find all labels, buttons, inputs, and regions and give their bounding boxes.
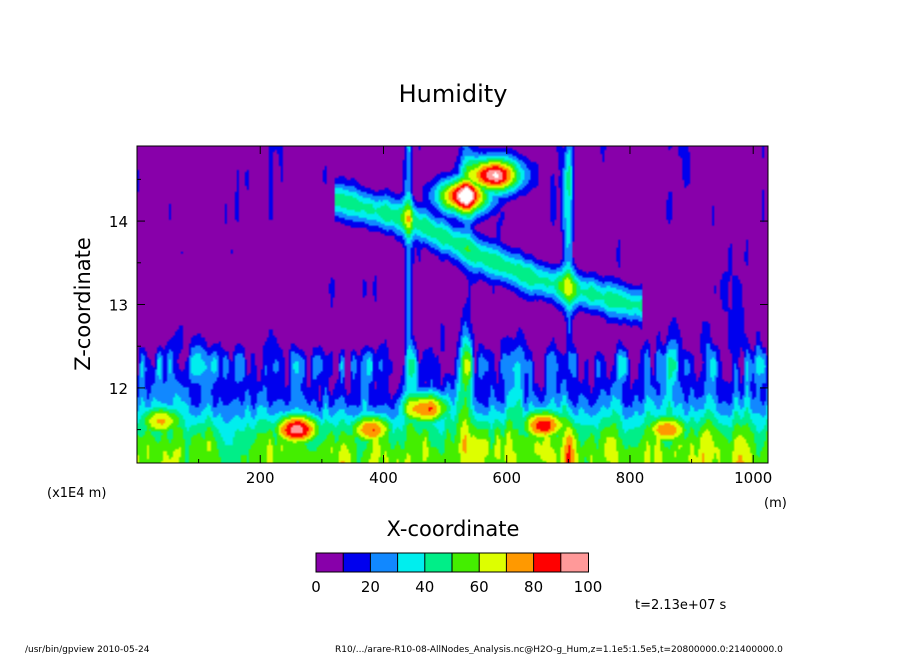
x-axis-label: X-coordinate (387, 517, 520, 541)
colorbar-swatch (451, 552, 481, 573)
colorbar-tick-label: 100 (574, 578, 603, 596)
plot-area (136, 145, 769, 464)
x-unit-label: (m) (764, 496, 787, 511)
colorbar-swatch (369, 552, 399, 573)
x-axis: 200 400 600 800 1000 (198, 146, 772, 487)
x-tick-label: 400 (369, 469, 398, 487)
colorbar-swatch (342, 552, 372, 573)
colorbar-tick-label: 20 (361, 578, 380, 596)
y-tick-label: 12 (109, 380, 128, 398)
x-tick-label: 1000 (734, 469, 772, 487)
colorbar-tick-label: 0 (311, 578, 321, 596)
colorbar-tick-label: 40 (415, 578, 434, 596)
colorbar-swatch (533, 552, 562, 573)
footer-left: /usr/bin/gpview 2010-05-24 (25, 645, 150, 654)
x-tick-label: 800 (616, 469, 645, 487)
colorbar-swatch (424, 552, 453, 573)
y-axis-label: Z-coordinate (71, 237, 95, 371)
colorbar-swatch (397, 552, 426, 573)
colorbar-tick-label: 80 (524, 578, 543, 596)
y-tick-label: 14 (109, 213, 128, 231)
x-tick-label: 200 (246, 469, 275, 487)
y-axis: 12 13 14 (109, 178, 768, 431)
chart-title: Humidity (399, 80, 508, 108)
time-annotation: t=2.13e+07 s (635, 598, 727, 613)
x-tick-label: 600 (492, 469, 521, 487)
y-unit-label: (x1E4 m) (47, 486, 106, 501)
colorbar: 0 20 40 60 80 100 (311, 552, 603, 596)
footer-right: R10/.../arare-R10-08-AllNodes_Analysis.n… (335, 645, 783, 654)
y-tick-label: 13 (109, 297, 128, 315)
colorbar-tick-label: 60 (470, 578, 489, 596)
colorbar-swatch (478, 552, 508, 573)
colorbar-swatch (315, 552, 345, 573)
colorbar-swatch (505, 552, 535, 573)
colorbar-swatch (560, 552, 589, 573)
humidity-heatmap (137, 146, 768, 463)
